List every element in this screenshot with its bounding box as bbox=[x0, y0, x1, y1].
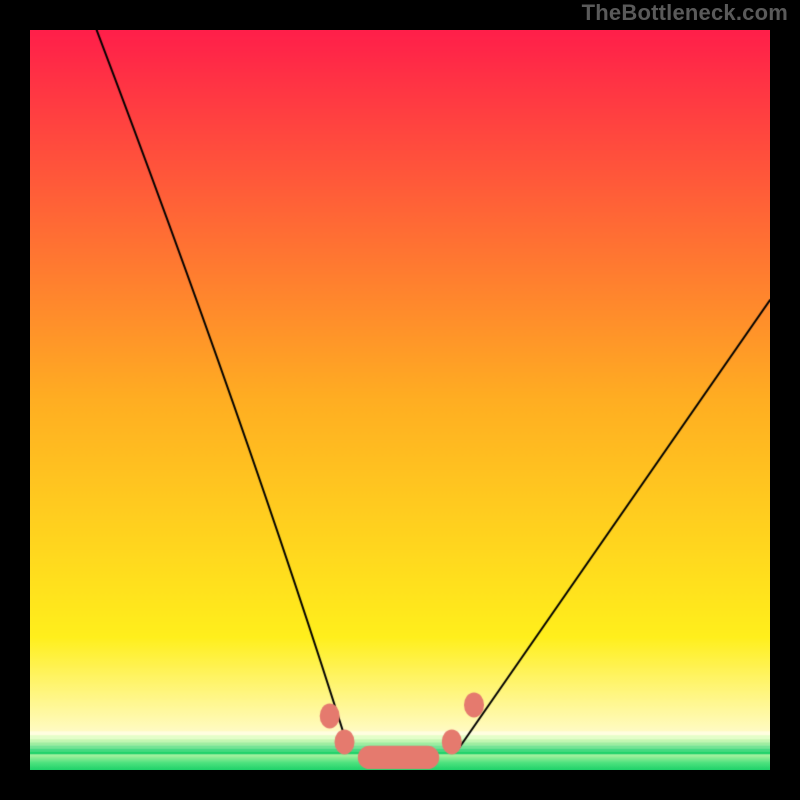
chart-canvas bbox=[30, 30, 770, 770]
watermark: TheBottleneck.com bbox=[582, 0, 788, 26]
plot-area bbox=[30, 30, 770, 770]
